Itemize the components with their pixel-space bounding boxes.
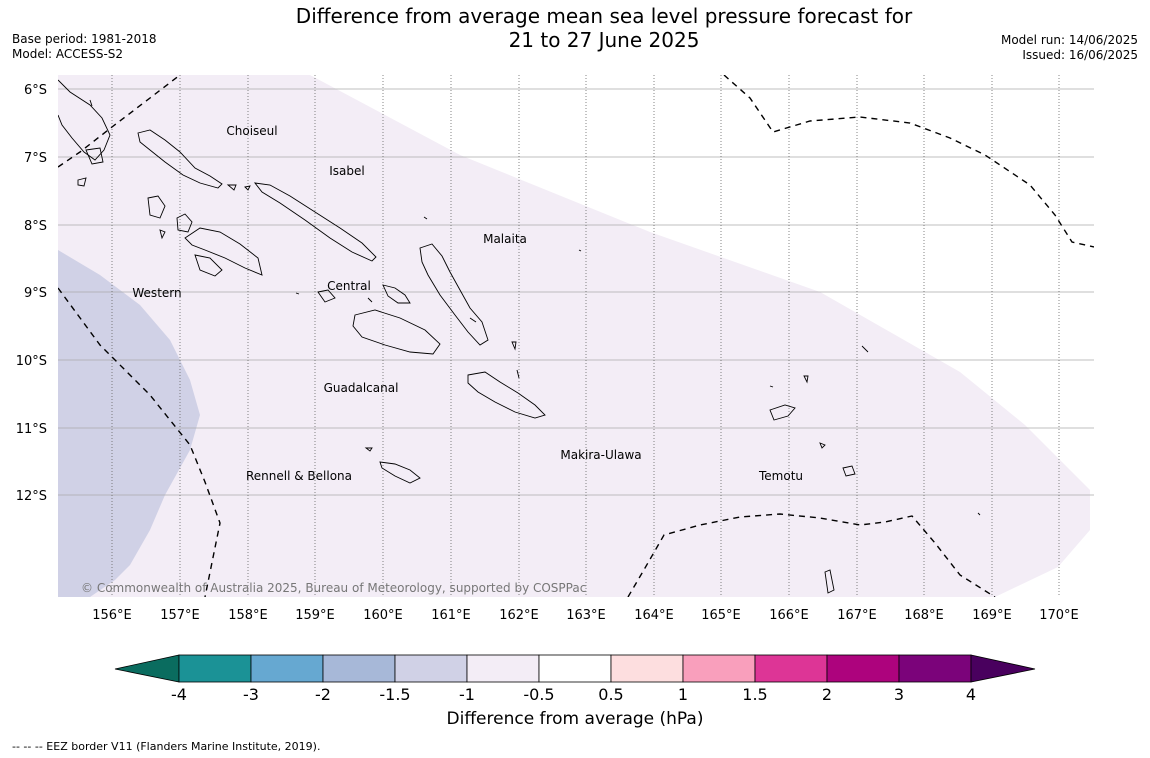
forecast-map: 6°S 7°S 8°S 9°S 10°S 11°S 12°S 156°E 157… — [16, 75, 1094, 623]
place-label-isabel: Isabel — [329, 164, 364, 178]
colorbar-label: Difference from average (hPa) — [446, 709, 704, 729]
place-label-temotu: Temotu — [758, 469, 803, 483]
lat-label-7s: 7°S — [24, 151, 47, 166]
colorbar-tick-label: -3 — [243, 685, 259, 704]
colorbar-cell — [538, 654, 612, 683]
lon-label-169e: 169°E — [972, 608, 1012, 623]
colorbar-cell — [754, 654, 828, 683]
colorbar-tick-label: -4 — [171, 685, 187, 704]
colorbar-tick-label: 2 — [822, 685, 832, 704]
map-subtitle: 21 to 27 June 2025 — [508, 28, 700, 52]
place-label-malaita: Malaita — [483, 232, 527, 246]
anomaly-band-minus1 — [58, 75, 1090, 597]
colorbar-tick-label: -1.5 — [379, 685, 410, 704]
colorbar-cell — [826, 654, 900, 683]
colorbar-over-arrow — [970, 654, 1036, 683]
colorbar-cell — [682, 654, 756, 683]
colorbar-cell — [610, 654, 684, 683]
colorbar-cell — [322, 654, 396, 683]
place-label-choiseul: Choiseul — [226, 124, 277, 138]
place-label-guadalcanal: Guadalcanal — [324, 381, 399, 395]
lon-label-161e: 161°E — [431, 608, 471, 623]
meta-left: Base period: 1981-2018 Model: ACCESS-S2 — [12, 32, 157, 62]
lon-label-170e: 170°E — [1039, 608, 1079, 623]
model-name: Model: ACCESS-S2 — [12, 47, 124, 61]
eez-borders — [58, 75, 1094, 597]
lon-label-157e: 157°E — [160, 608, 200, 623]
coastlines — [58, 79, 981, 594]
colorbar-under-arrow — [114, 654, 180, 683]
colorbar-cell — [250, 654, 324, 683]
lon-label-158e: 158°E — [228, 608, 268, 623]
colorbar-cells — [178, 654, 972, 683]
colorbar-cell — [898, 654, 972, 683]
lat-label-12s: 12°S — [16, 489, 47, 504]
lon-label-159e: 159°E — [295, 608, 335, 623]
colorbar-cell — [394, 654, 468, 683]
lat-label-9s: 9°S — [24, 286, 47, 301]
lon-label-163e: 163°E — [566, 608, 606, 623]
colorbar-tick-label: 1.5 — [742, 685, 767, 704]
lat-label-11s: 11°S — [16, 422, 47, 437]
colorbar-cell — [178, 654, 252, 683]
lat-label-8s: 8°S — [24, 219, 47, 234]
colorbar-cell — [466, 654, 540, 683]
colorbar-tick-label: 1 — [678, 685, 688, 704]
lon-label-165e: 165°E — [701, 608, 741, 623]
meta-right: Model run: 14/06/2025 Issued: 16/06/2025 — [1001, 33, 1138, 63]
model-run: Model run: 14/06/2025 — [1000, 33, 1138, 47]
map-title: Difference from average mean sea level p… — [295, 4, 913, 28]
lon-label-166e: 166°E — [769, 608, 809, 623]
colorbar-tick-label: -1 — [459, 685, 475, 704]
lat-label-6s: 6°S — [24, 83, 47, 98]
lon-label-164e: 164°E — [634, 608, 674, 623]
eez-legend-note: -- -- -- EEZ border V11 (Flanders Marine… — [12, 740, 321, 753]
colorbar-tick-label: -0.5 — [523, 685, 554, 704]
issued-date: Issued: 16/06/2025 — [1022, 48, 1138, 62]
colorbar-tick-label: 0.5 — [598, 685, 623, 704]
lon-label-167e: 167°E — [837, 608, 877, 623]
colorbar-ticks: -4 -3 -2 -1.5 -1 -0.5 0.5 1 1.5 2 3 4 — [171, 685, 976, 704]
lat-label-10s: 10°S — [16, 354, 47, 369]
place-label-central: Central — [327, 279, 371, 293]
lon-label-168e: 168°E — [904, 608, 944, 623]
place-label-makira-ulawa: Makira-Ulawa — [560, 448, 641, 462]
base-period: Base period: 1981-2018 — [12, 32, 157, 46]
colorbar-tick-label: 3 — [894, 685, 904, 704]
lon-label-160e: 160°E — [363, 608, 403, 623]
place-label-rennell-bellona: Rennell & Bellona — [246, 469, 352, 483]
colorbar-tick-label: 4 — [966, 685, 976, 704]
place-label-western: Western — [132, 286, 181, 300]
copyright-notice: © Commonwealth of Australia 2025, Bureau… — [81, 581, 586, 595]
lon-label-156e: 156°E — [92, 608, 132, 623]
lon-label-162e: 162°E — [499, 608, 539, 623]
colorbar: -4 -3 -2 -1.5 -1 -0.5 0.5 1 1.5 2 3 4 — [114, 654, 1036, 704]
colorbar-tick-label: -2 — [315, 685, 331, 704]
